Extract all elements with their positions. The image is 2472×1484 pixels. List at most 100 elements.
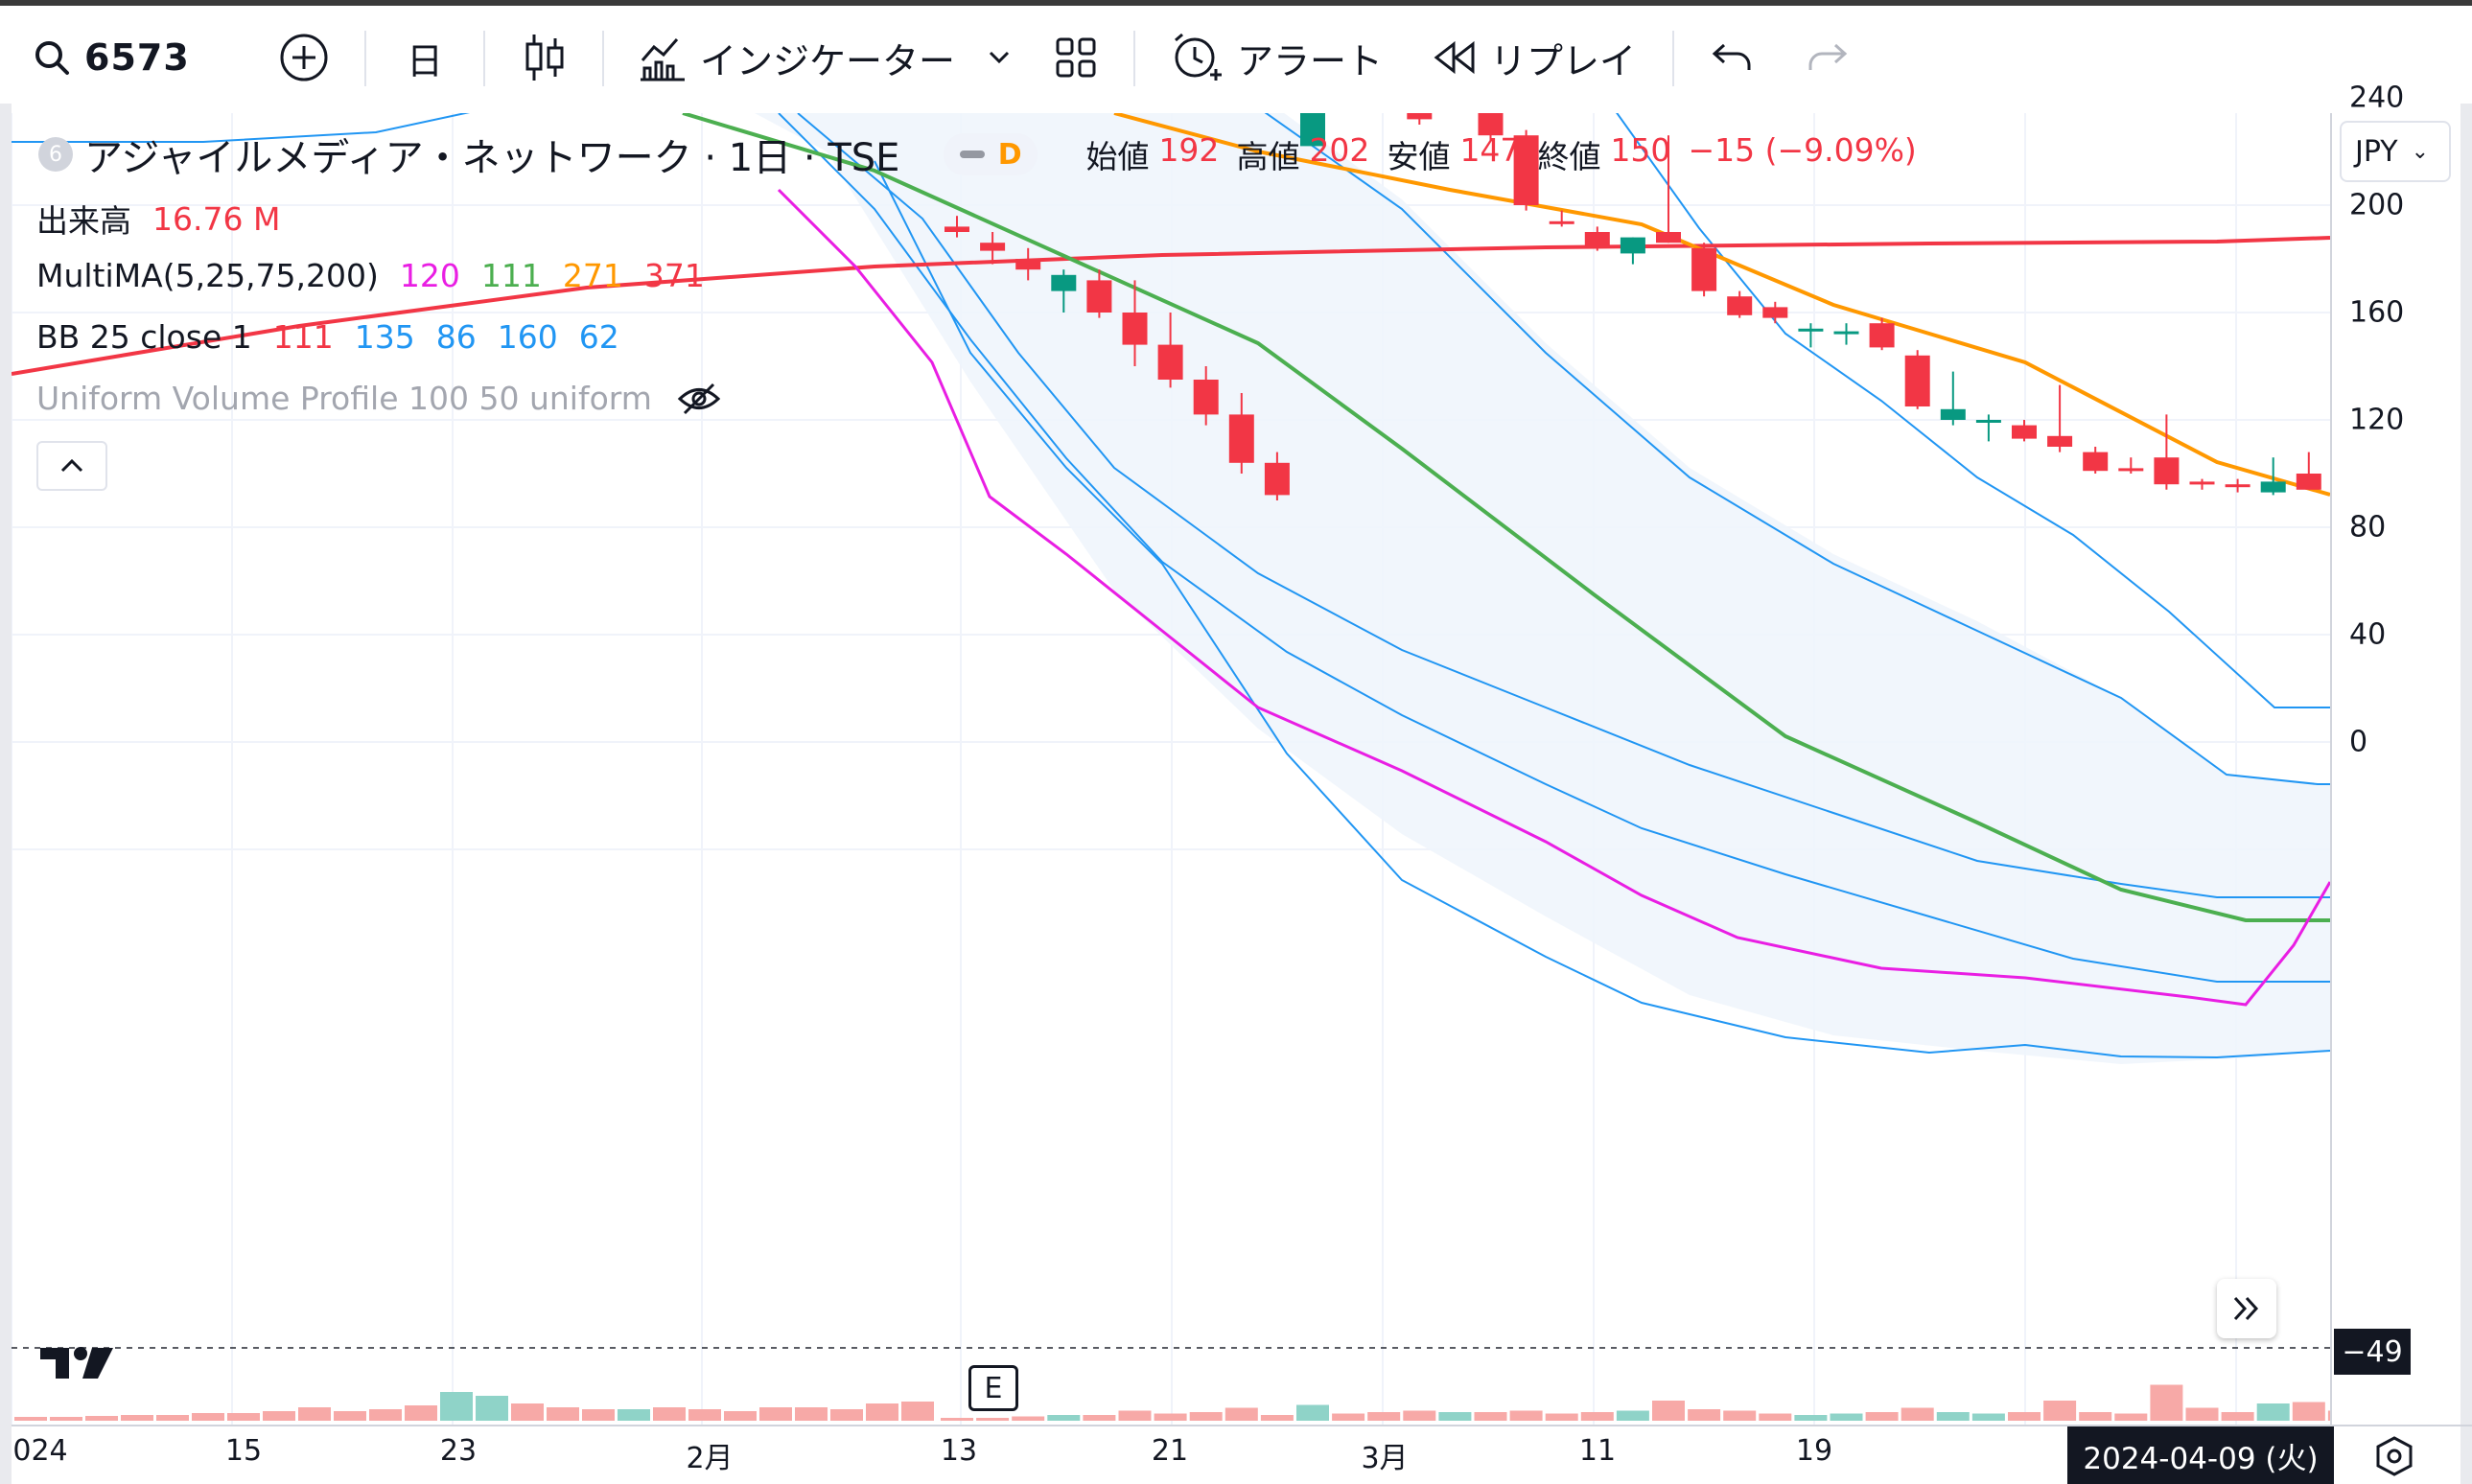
volume-profile-legend-row[interactable]: Uniform Volume Profile 100 50 uniform [36, 380, 721, 417]
undo-button[interactable] [1711, 12, 1753, 104]
layout-button[interactable] [1055, 12, 1097, 104]
top-toolbar: 6573 日 [0, 0, 2472, 104]
volume-bar [1580, 1412, 1614, 1421]
templates-dropdown-chevron[interactable] [988, 12, 1011, 104]
close-value: 150 [1610, 131, 1671, 169]
candle-body [1264, 462, 1290, 496]
price-chart-plot[interactable] [12, 113, 2330, 1426]
time-tick-label: 13 [940, 1434, 978, 1468]
alarm-clock-icon [1175, 33, 1222, 81]
eye-hidden-icon[interactable] [677, 383, 721, 415]
candle-body [1122, 313, 1148, 345]
candle-body [2260, 481, 2286, 493]
volume-bar [830, 1409, 863, 1421]
candle-body [1656, 232, 1681, 243]
candle-body [2083, 452, 2109, 472]
volume-bar [2043, 1401, 2077, 1421]
time-axis[interactable]: 024 15 23 2月 13 21 3月 11 19 [12, 1426, 2330, 1484]
ma200-value: 371 [643, 257, 705, 294]
bb-label: BB 25 close 1 [36, 318, 252, 356]
candle-body [1513, 135, 1539, 205]
right-page-edge [2460, 104, 2472, 1484]
volume-bar [1189, 1412, 1223, 1421]
candle-body [1157, 344, 1183, 380]
tradingview-logo-icon [40, 1347, 113, 1379]
legend-collapse-button[interactable] [36, 441, 107, 491]
volume-label: 出来高 [36, 202, 131, 240]
bb-basis-value: 111 [272, 318, 334, 356]
volume-bar [192, 1413, 224, 1421]
multima-legend-row[interactable]: MultiMA(5,25,75,200) 120 111 271 371 [36, 257, 705, 294]
symbol-label: 6573 [84, 36, 190, 79]
chevron-down-icon [989, 51, 1010, 64]
volume-bar [1260, 1415, 1294, 1421]
candle-body [1051, 274, 1077, 291]
bb-extra-lower-value: 62 [578, 318, 619, 356]
open-value: 192 [1158, 131, 1220, 169]
candle-body [2047, 435, 2073, 447]
time-tick-label: 11 [1578, 1434, 1617, 1468]
volume-bar [941, 1418, 973, 1421]
volume-bar [547, 1407, 579, 1421]
volume-bar [1794, 1415, 1828, 1421]
volume-bar [121, 1415, 153, 1421]
market-status-pill[interactable]: D [944, 133, 1038, 175]
replay-button[interactable]: リプレイ [1433, 12, 1636, 104]
bb-legend-row[interactable]: BB 25 close 1 111 135 86 160 62 [36, 318, 619, 356]
change-value: −15 (−9.09%) [1688, 131, 1917, 169]
volume-bar [334, 1411, 366, 1421]
price-tick-label: 280 [2349, 0, 2404, 8]
scroll-to-realtime-button[interactable] [2217, 1279, 2276, 1338]
price-tick-label: 0 [2349, 725, 2368, 759]
price-tick-label: 160 [2349, 295, 2405, 330]
volume-bar [1474, 1412, 1507, 1421]
toolbar-divider [1672, 31, 1674, 86]
currency-selector[interactable]: JPY ⌄ [2340, 121, 2451, 182]
volume-bar [1723, 1410, 1757, 1421]
price-tick-label: 120 [2349, 403, 2405, 437]
interval-button[interactable]: 日 [407, 12, 443, 104]
symbol-search-button[interactable]: 6573 [33, 12, 190, 104]
time-tick-label: 3月 [1361, 1442, 1409, 1475]
volume-bar [1296, 1404, 1329, 1421]
grid-layout-icon [1056, 37, 1096, 78]
settings-hexagon-icon [2376, 1436, 2413, 1476]
indicators-button[interactable]: インジケーター [639, 12, 955, 104]
symbol-title-row[interactable]: 6 アジャイルメディア・ネットワーク · 1日 · TSE D 始値 192 高値… [38, 127, 1924, 182]
volume-bar [618, 1409, 650, 1421]
volume-bar [1224, 1407, 1258, 1421]
price-axis[interactable]: 36032028024020016012080400 [2332, 0, 2460, 1426]
redo-button[interactable] [1807, 12, 1849, 104]
volume-bar [2150, 1384, 2183, 1421]
candle-body [1086, 280, 1112, 313]
volume-bar [1403, 1410, 1436, 1421]
volume-bar [1652, 1401, 1685, 1421]
alert-label: アラート [1237, 39, 1384, 82]
market-status-dash-icon [960, 151, 986, 158]
volume-bar [1901, 1407, 1934, 1421]
volume-bar [724, 1411, 757, 1421]
volume-legend-row[interactable]: 出来高 16.76 M [36, 196, 280, 242]
candle-body [1300, 113, 1325, 147]
candle-body [1478, 113, 1504, 136]
ma75-value: 271 [562, 257, 623, 294]
chart-settings-button[interactable] [2372, 1434, 2416, 1478]
redo-icon [1808, 43, 1848, 70]
candle-body [2225, 484, 2250, 488]
chart-type-button[interactable] [524, 12, 566, 104]
earnings-marker[interactable]: E [968, 1365, 1018, 1411]
ma25-value: 111 [480, 257, 542, 294]
high-value: 202 [1309, 131, 1370, 169]
ma200-line [12, 236, 2330, 376]
low-value: 147 [1459, 131, 1521, 169]
volume-bar [2008, 1412, 2041, 1421]
alert-button[interactable]: アラート [1170, 12, 1383, 104]
compare-symbol-button[interactable] [278, 12, 330, 104]
tradingview-logo[interactable] [36, 1344, 121, 1386]
candle-body [944, 226, 969, 232]
candle-body [2189, 481, 2215, 485]
volume-bar [1332, 1413, 1365, 1421]
volume-bar [1971, 1413, 2005, 1421]
volume-profile-label: Uniform Volume Profile 100 50 uniform [36, 380, 652, 417]
bb-upper-outer-line [1264, 113, 2330, 785]
